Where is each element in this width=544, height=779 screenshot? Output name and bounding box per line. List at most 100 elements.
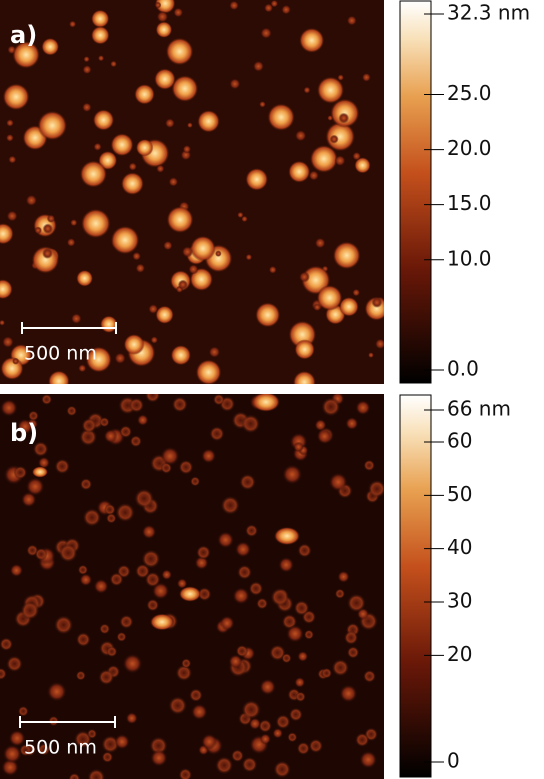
particle xyxy=(93,142,102,151)
particle xyxy=(314,237,326,249)
particle xyxy=(177,279,188,290)
colorbar-tick-label: 15.0 xyxy=(447,191,492,215)
particle xyxy=(34,226,42,235)
particle xyxy=(155,305,174,324)
particle xyxy=(79,478,93,491)
particle xyxy=(367,479,384,499)
particle xyxy=(308,170,320,181)
flake xyxy=(274,526,300,546)
particle xyxy=(9,563,23,577)
particle xyxy=(132,251,142,261)
particle xyxy=(232,587,250,605)
particle xyxy=(272,727,283,739)
particle xyxy=(337,74,345,81)
particle xyxy=(278,557,294,573)
particle xyxy=(332,241,361,270)
particle xyxy=(173,7,184,18)
particle xyxy=(68,20,77,28)
colorbar-tick-label: 60 xyxy=(447,429,472,453)
particle xyxy=(241,699,261,720)
particle xyxy=(28,410,39,422)
particle xyxy=(110,133,134,157)
particle xyxy=(346,646,360,659)
particle xyxy=(79,573,93,587)
particle xyxy=(168,176,179,187)
particle xyxy=(119,425,133,439)
particle xyxy=(241,756,258,773)
particle xyxy=(17,705,29,717)
particle xyxy=(82,508,102,527)
particle xyxy=(2,83,30,111)
particle xyxy=(287,732,298,743)
colorbar xyxy=(399,394,432,778)
particle xyxy=(145,394,161,403)
particle xyxy=(48,370,70,384)
particle xyxy=(0,319,6,326)
colorbar-tick-label: 66 nm xyxy=(447,397,511,421)
particle xyxy=(170,344,192,366)
particle xyxy=(195,359,222,384)
particle xyxy=(197,587,212,602)
particle xyxy=(144,571,161,588)
particle xyxy=(176,578,188,589)
flake xyxy=(150,613,174,631)
particle xyxy=(154,1,162,9)
particle xyxy=(181,658,192,669)
particle xyxy=(345,417,359,430)
particle xyxy=(337,570,350,583)
colorbar-tick-label: 0.0 xyxy=(447,357,479,381)
particle xyxy=(343,630,359,645)
particle xyxy=(83,55,90,63)
particle xyxy=(120,172,144,196)
particle xyxy=(37,743,51,756)
particle xyxy=(41,37,60,56)
particle xyxy=(81,208,111,239)
particle xyxy=(77,564,89,575)
particle xyxy=(110,60,118,68)
particle xyxy=(197,110,220,133)
particle xyxy=(229,0,239,11)
colorbar-tick-label: 10.0 xyxy=(447,246,492,270)
particle xyxy=(75,670,86,681)
particle xyxy=(171,396,188,413)
particle xyxy=(152,582,170,600)
particle xyxy=(275,714,291,730)
particle xyxy=(38,456,50,469)
particle xyxy=(374,338,384,350)
particle xyxy=(116,631,127,642)
particle xyxy=(239,473,256,491)
particle xyxy=(146,598,160,612)
particle xyxy=(161,569,172,580)
particle xyxy=(190,235,216,262)
particle xyxy=(321,397,341,417)
particle xyxy=(296,741,310,756)
particle xyxy=(34,547,48,561)
particle xyxy=(294,129,307,142)
particle xyxy=(0,356,24,381)
particle xyxy=(237,211,244,219)
particle xyxy=(168,696,188,715)
particle xyxy=(141,549,161,569)
particle xyxy=(100,315,118,334)
particle xyxy=(361,72,371,82)
particle xyxy=(0,667,7,681)
particle xyxy=(303,86,311,94)
particle xyxy=(156,164,165,173)
particle xyxy=(97,54,105,62)
particle xyxy=(8,729,26,747)
flake xyxy=(179,586,201,602)
particle xyxy=(106,646,118,658)
scale-bar-label: 500 nm xyxy=(24,737,97,759)
particle xyxy=(352,288,361,297)
particle xyxy=(309,144,338,173)
particle xyxy=(6,655,23,673)
particle xyxy=(70,313,82,325)
particle xyxy=(220,495,240,515)
particle xyxy=(241,215,248,223)
particle xyxy=(137,414,149,426)
particle xyxy=(359,750,378,769)
panel-label: a) xyxy=(10,21,37,49)
particle xyxy=(125,712,138,725)
particle xyxy=(58,543,78,563)
particle xyxy=(12,41,40,69)
